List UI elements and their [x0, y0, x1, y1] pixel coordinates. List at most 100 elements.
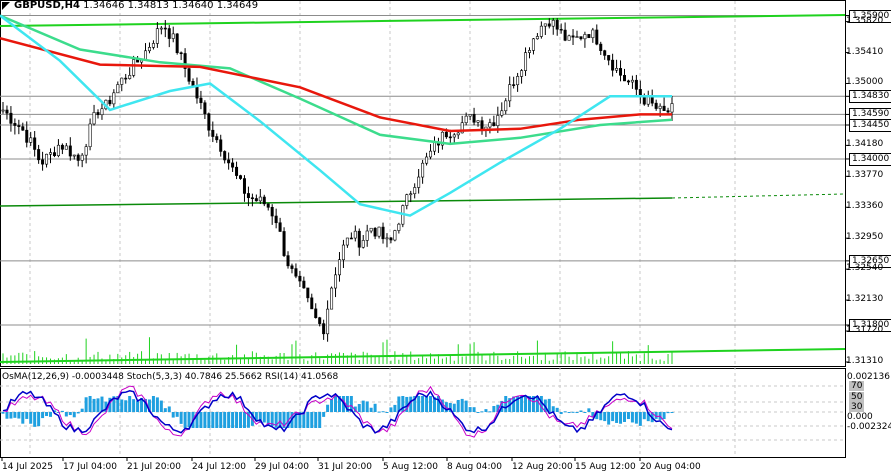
osma-bar: [231, 412, 235, 428]
osma-bar: [393, 404, 397, 412]
candle-body: [203, 102, 207, 114]
candle-body: [611, 59, 615, 71]
osma-bar: [13, 412, 17, 418]
osma-bar: [619, 412, 623, 424]
price-axis-label: 1.33360: [846, 201, 884, 212]
osma-bar: [575, 412, 579, 414]
osma-bar: [567, 412, 571, 413]
candle-body: [116, 84, 120, 94]
candle-body: [21, 126, 25, 131]
osma-bar: [278, 412, 282, 428]
osma-bar: [294, 412, 298, 428]
stoch-main-line: [2, 390, 673, 434]
candle-body: [587, 34, 591, 39]
osma-bar: [49, 412, 53, 417]
candle-body: [306, 287, 310, 299]
osma-bar: [144, 398, 148, 412]
candle-body: [330, 287, 334, 310]
candle-body: [45, 153, 49, 165]
osma-bar: [563, 411, 567, 413]
osma-bar: [262, 412, 266, 423]
osma-bar: [254, 412, 258, 422]
osma-bar: [223, 412, 227, 428]
candle-body: [349, 237, 353, 240]
candle-body: [626, 80, 630, 83]
price-axis-label: 1.35000: [846, 77, 884, 88]
candle-body: [369, 227, 373, 232]
osma-bar: [41, 412, 45, 419]
candle-body: [151, 43, 155, 48]
osma-bar: [171, 412, 175, 418]
candle-body: [492, 122, 496, 127]
ohlc-label: 1.34646 1.34813 1.34640 1.34649: [83, 0, 259, 11]
candle-body: [389, 237, 393, 241]
osma-bar: [29, 412, 33, 424]
candle-body: [29, 137, 33, 143]
osma-bar: [345, 396, 349, 412]
candle-body: [607, 55, 611, 61]
candle-body: [654, 102, 658, 109]
candle-body: [539, 25, 543, 37]
osma-bar: [587, 408, 591, 412]
osma-bar: [666, 412, 670, 414]
candle-body: [25, 129, 29, 143]
time-axis-label: 8 Aug 04:00: [447, 462, 502, 472]
indicator-axis-label: -0.002324: [847, 422, 891, 432]
osma-bar: [100, 396, 104, 412]
osma-bar: [96, 398, 100, 412]
candle-body: [128, 75, 132, 79]
volume-bars: [2, 337, 673, 364]
chart-shift-icon[interactable]: [2, 2, 10, 10]
candle-body: [579, 36, 583, 40]
osma-bar: [52, 410, 56, 412]
candle-body: [405, 194, 409, 206]
osma-bar: [84, 397, 88, 412]
price-axis-label: 1.34000: [849, 152, 891, 166]
candle-body: [290, 265, 294, 269]
indicator-frame: [0, 368, 846, 458]
osma-bar: [444, 402, 448, 412]
time-axis-label: 21 Jul 20:00: [127, 462, 181, 472]
osma-bar: [116, 396, 120, 412]
osma-bar: [128, 396, 132, 412]
candle-body: [33, 137, 37, 150]
osma-bar: [634, 412, 638, 424]
candle-body: [88, 123, 92, 148]
time-axis-label: 5 Aug 12:00: [383, 462, 438, 472]
lower-channel-line: [0, 197, 673, 207]
candle-body: [353, 230, 357, 239]
vertical-gridlines: [0, 1, 845, 457]
time-axis-label: 29 Jul 04:00: [255, 462, 309, 472]
candle-body: [393, 230, 397, 241]
candle-body: [5, 109, 9, 114]
candle-body: [543, 23, 547, 27]
osma-bar: [183, 412, 187, 428]
candle-body: [460, 122, 464, 134]
osma-bar: [25, 412, 29, 419]
candle-body: [274, 215, 278, 224]
osma-bar: [211, 412, 215, 428]
candle-body: [1, 109, 5, 112]
candle-body: [464, 115, 468, 124]
upper-channel-line: [0, 14, 846, 27]
osma-bar: [539, 396, 543, 412]
candle-body: [575, 36, 579, 38]
candle-body: [361, 240, 365, 248]
osma-bar: [429, 396, 433, 412]
candle-body: [341, 244, 345, 261]
candle-body: [480, 120, 484, 131]
candle-body: [448, 136, 452, 139]
candle-body: [60, 144, 64, 150]
osma-bar: [175, 412, 179, 417]
osma-bar: [92, 398, 96, 412]
candle-body: [377, 226, 381, 237]
osma-bar: [159, 400, 163, 412]
candle-body: [258, 196, 262, 202]
candle-body: [124, 77, 128, 80]
candle-body: [76, 154, 80, 161]
candle-body: [650, 96, 654, 104]
osma-bar: [551, 406, 555, 412]
osma-bar: [167, 406, 171, 412]
osma-bar: [274, 412, 278, 428]
